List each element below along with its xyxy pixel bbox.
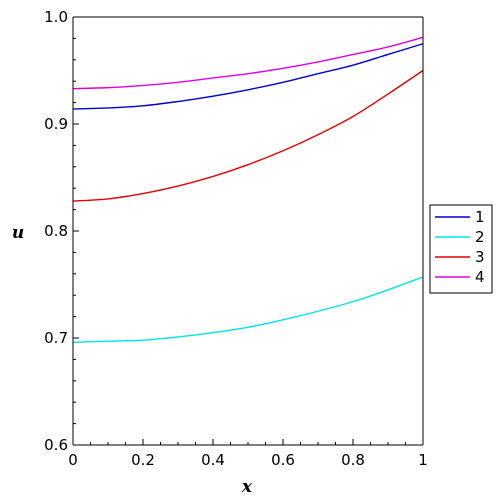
series-line-4 (72, 36, 424, 90)
x-tick-label: 0.2 (131, 451, 155, 469)
y-tick-label: 0.7 (44, 329, 68, 347)
legend-label-3: 3 (475, 248, 485, 266)
series-line-2 (72, 276, 424, 343)
x-tick-label: 0.4 (201, 451, 225, 469)
y-tick-label: 0.6 (44, 436, 68, 454)
legend-label-2: 2 (475, 228, 485, 246)
legend: 1 2 3 4 (429, 204, 493, 294)
y-tick-label: 0.9 (44, 115, 68, 133)
series-line-3 (72, 69, 424, 202)
legend-label-1: 1 (475, 208, 485, 226)
series-line-1 (72, 43, 424, 110)
x-tick-label: 0.6 (271, 451, 295, 469)
x-axis-label: x (241, 477, 253, 497)
y-tick-label: 0.8 (44, 222, 68, 240)
axes: 0 0.2 0.4 0.6 0.8 1 0.6 0.7 0.8 0.9 1.0 (44, 8, 428, 469)
y-tick-label: 1.0 (44, 8, 68, 26)
x-tick-label: 0 (68, 451, 78, 469)
legend-label-4: 4 (475, 268, 485, 286)
x-tick-label: 1 (418, 451, 428, 469)
y-axis-label: u (12, 223, 24, 243)
plot-area (72, 36, 424, 343)
legend-box (429, 204, 493, 294)
x-tick-label: 0.8 (341, 451, 365, 469)
